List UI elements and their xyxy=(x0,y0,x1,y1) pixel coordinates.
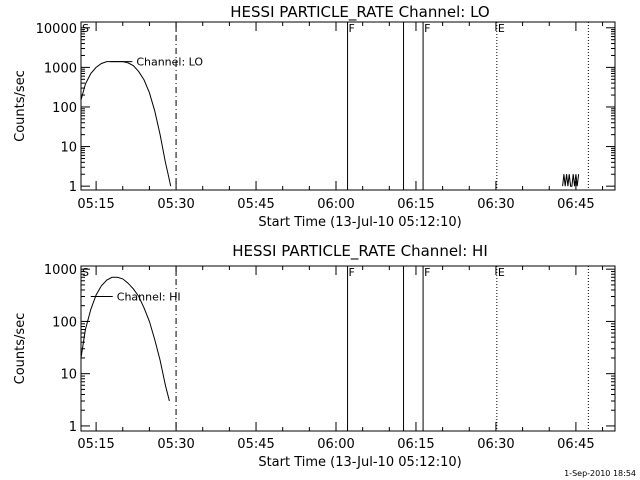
y-axis-label: Counts/sec xyxy=(13,313,28,385)
series-line-1 xyxy=(562,174,580,187)
flag-label-s: S xyxy=(82,22,89,35)
x-tick-label: 05:30 xyxy=(157,197,194,212)
x-axis-label: Start Time (13-Jul-10 05:12:10) xyxy=(258,455,461,470)
x-tick-label: 05:15 xyxy=(77,437,114,452)
x-tick-label: 05:45 xyxy=(237,197,274,212)
footer-timestamp: 1-Sep-2010 18:54 xyxy=(564,469,636,478)
x-tick-label: 05:30 xyxy=(157,437,194,452)
y-tick-label: 100 xyxy=(52,101,77,116)
legend-label: Channel: HI xyxy=(117,290,181,303)
y-tick-label: 1 xyxy=(69,180,77,195)
flag-label-e: E xyxy=(498,22,505,35)
y-tick-label: 10 xyxy=(60,141,77,156)
flag-label-f: F xyxy=(349,22,355,35)
y-tick-label: 10 xyxy=(60,368,77,383)
y-tick-label: 10000 xyxy=(36,22,77,37)
x-tick-label: 06:30 xyxy=(477,437,514,452)
chart-title: HESSI PARTICLE_RATE Channel: HI xyxy=(232,242,488,261)
x-tick-label: 06:00 xyxy=(317,437,354,452)
flag-label-f: F xyxy=(349,266,355,279)
x-tick-label: 05:15 xyxy=(77,197,114,212)
flag-label-f: F xyxy=(424,266,430,279)
x-tick-label: 05:45 xyxy=(237,437,274,452)
x-tick-label: 06:45 xyxy=(557,437,594,452)
x-axis-label: Start Time (13-Jul-10 05:12:10) xyxy=(258,215,461,230)
x-tick-label: 06:15 xyxy=(397,197,434,212)
chart-panel-lo: HESSI PARTICLE_RATE Channel: LO 1 10 100 100… xyxy=(13,3,616,230)
x-tick-label: 06:45 xyxy=(557,197,594,212)
chart-title: HESSI PARTICLE_RATE Channel: LO xyxy=(230,3,489,22)
y-tick-label: 100 xyxy=(52,315,77,330)
y-tick-label: 1 xyxy=(69,420,77,435)
x-tick-label: 06:00 xyxy=(317,197,354,212)
flag-label-f: F xyxy=(424,22,430,35)
y-axis-label: Counts/sec xyxy=(13,70,28,142)
flag-label-e: E xyxy=(498,266,505,279)
series-line-channelhi xyxy=(80,276,170,402)
flag-label-s: S xyxy=(82,266,89,279)
series-line-channello xyxy=(80,61,172,187)
x-tick-label: 06:30 xyxy=(477,197,514,212)
legend-label: Channel: LO xyxy=(136,56,203,69)
y-tick-label: 1000 xyxy=(44,263,77,278)
x-tick-label: 06:15 xyxy=(397,437,434,452)
chart-panel-hi: HESSI PARTICLE_RATE Channel: HI 1 10 100 100… xyxy=(13,242,616,470)
y-tick-label: 1000 xyxy=(44,61,77,76)
